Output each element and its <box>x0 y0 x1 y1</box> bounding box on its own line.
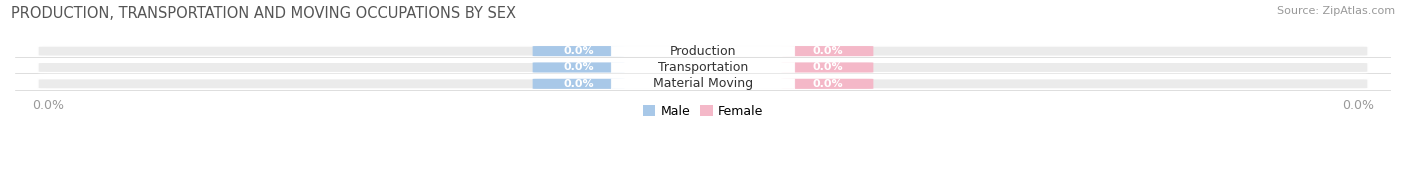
Text: Material Moving: Material Moving <box>652 77 754 90</box>
FancyBboxPatch shape <box>612 62 794 73</box>
Text: 0.0%: 0.0% <box>813 46 842 56</box>
Legend: Male, Female: Male, Female <box>643 105 763 118</box>
FancyBboxPatch shape <box>533 79 624 89</box>
Text: Source: ZipAtlas.com: Source: ZipAtlas.com <box>1277 6 1395 16</box>
Text: 0.0%: 0.0% <box>813 63 842 73</box>
Text: Transportation: Transportation <box>658 61 748 74</box>
FancyBboxPatch shape <box>38 46 1368 56</box>
Text: 0.0%: 0.0% <box>564 63 593 73</box>
FancyBboxPatch shape <box>612 79 794 89</box>
Text: 0.0%: 0.0% <box>813 79 842 89</box>
FancyBboxPatch shape <box>533 46 624 56</box>
FancyBboxPatch shape <box>533 62 624 73</box>
Text: 0.0%: 0.0% <box>564 46 593 56</box>
FancyBboxPatch shape <box>782 62 873 73</box>
Text: 0.0%: 0.0% <box>564 79 593 89</box>
FancyBboxPatch shape <box>782 46 873 56</box>
FancyBboxPatch shape <box>612 46 794 56</box>
FancyBboxPatch shape <box>782 79 873 89</box>
FancyBboxPatch shape <box>38 79 1368 89</box>
Text: Production: Production <box>669 45 737 58</box>
FancyBboxPatch shape <box>38 62 1368 73</box>
Text: PRODUCTION, TRANSPORTATION AND MOVING OCCUPATIONS BY SEX: PRODUCTION, TRANSPORTATION AND MOVING OC… <box>11 6 516 21</box>
